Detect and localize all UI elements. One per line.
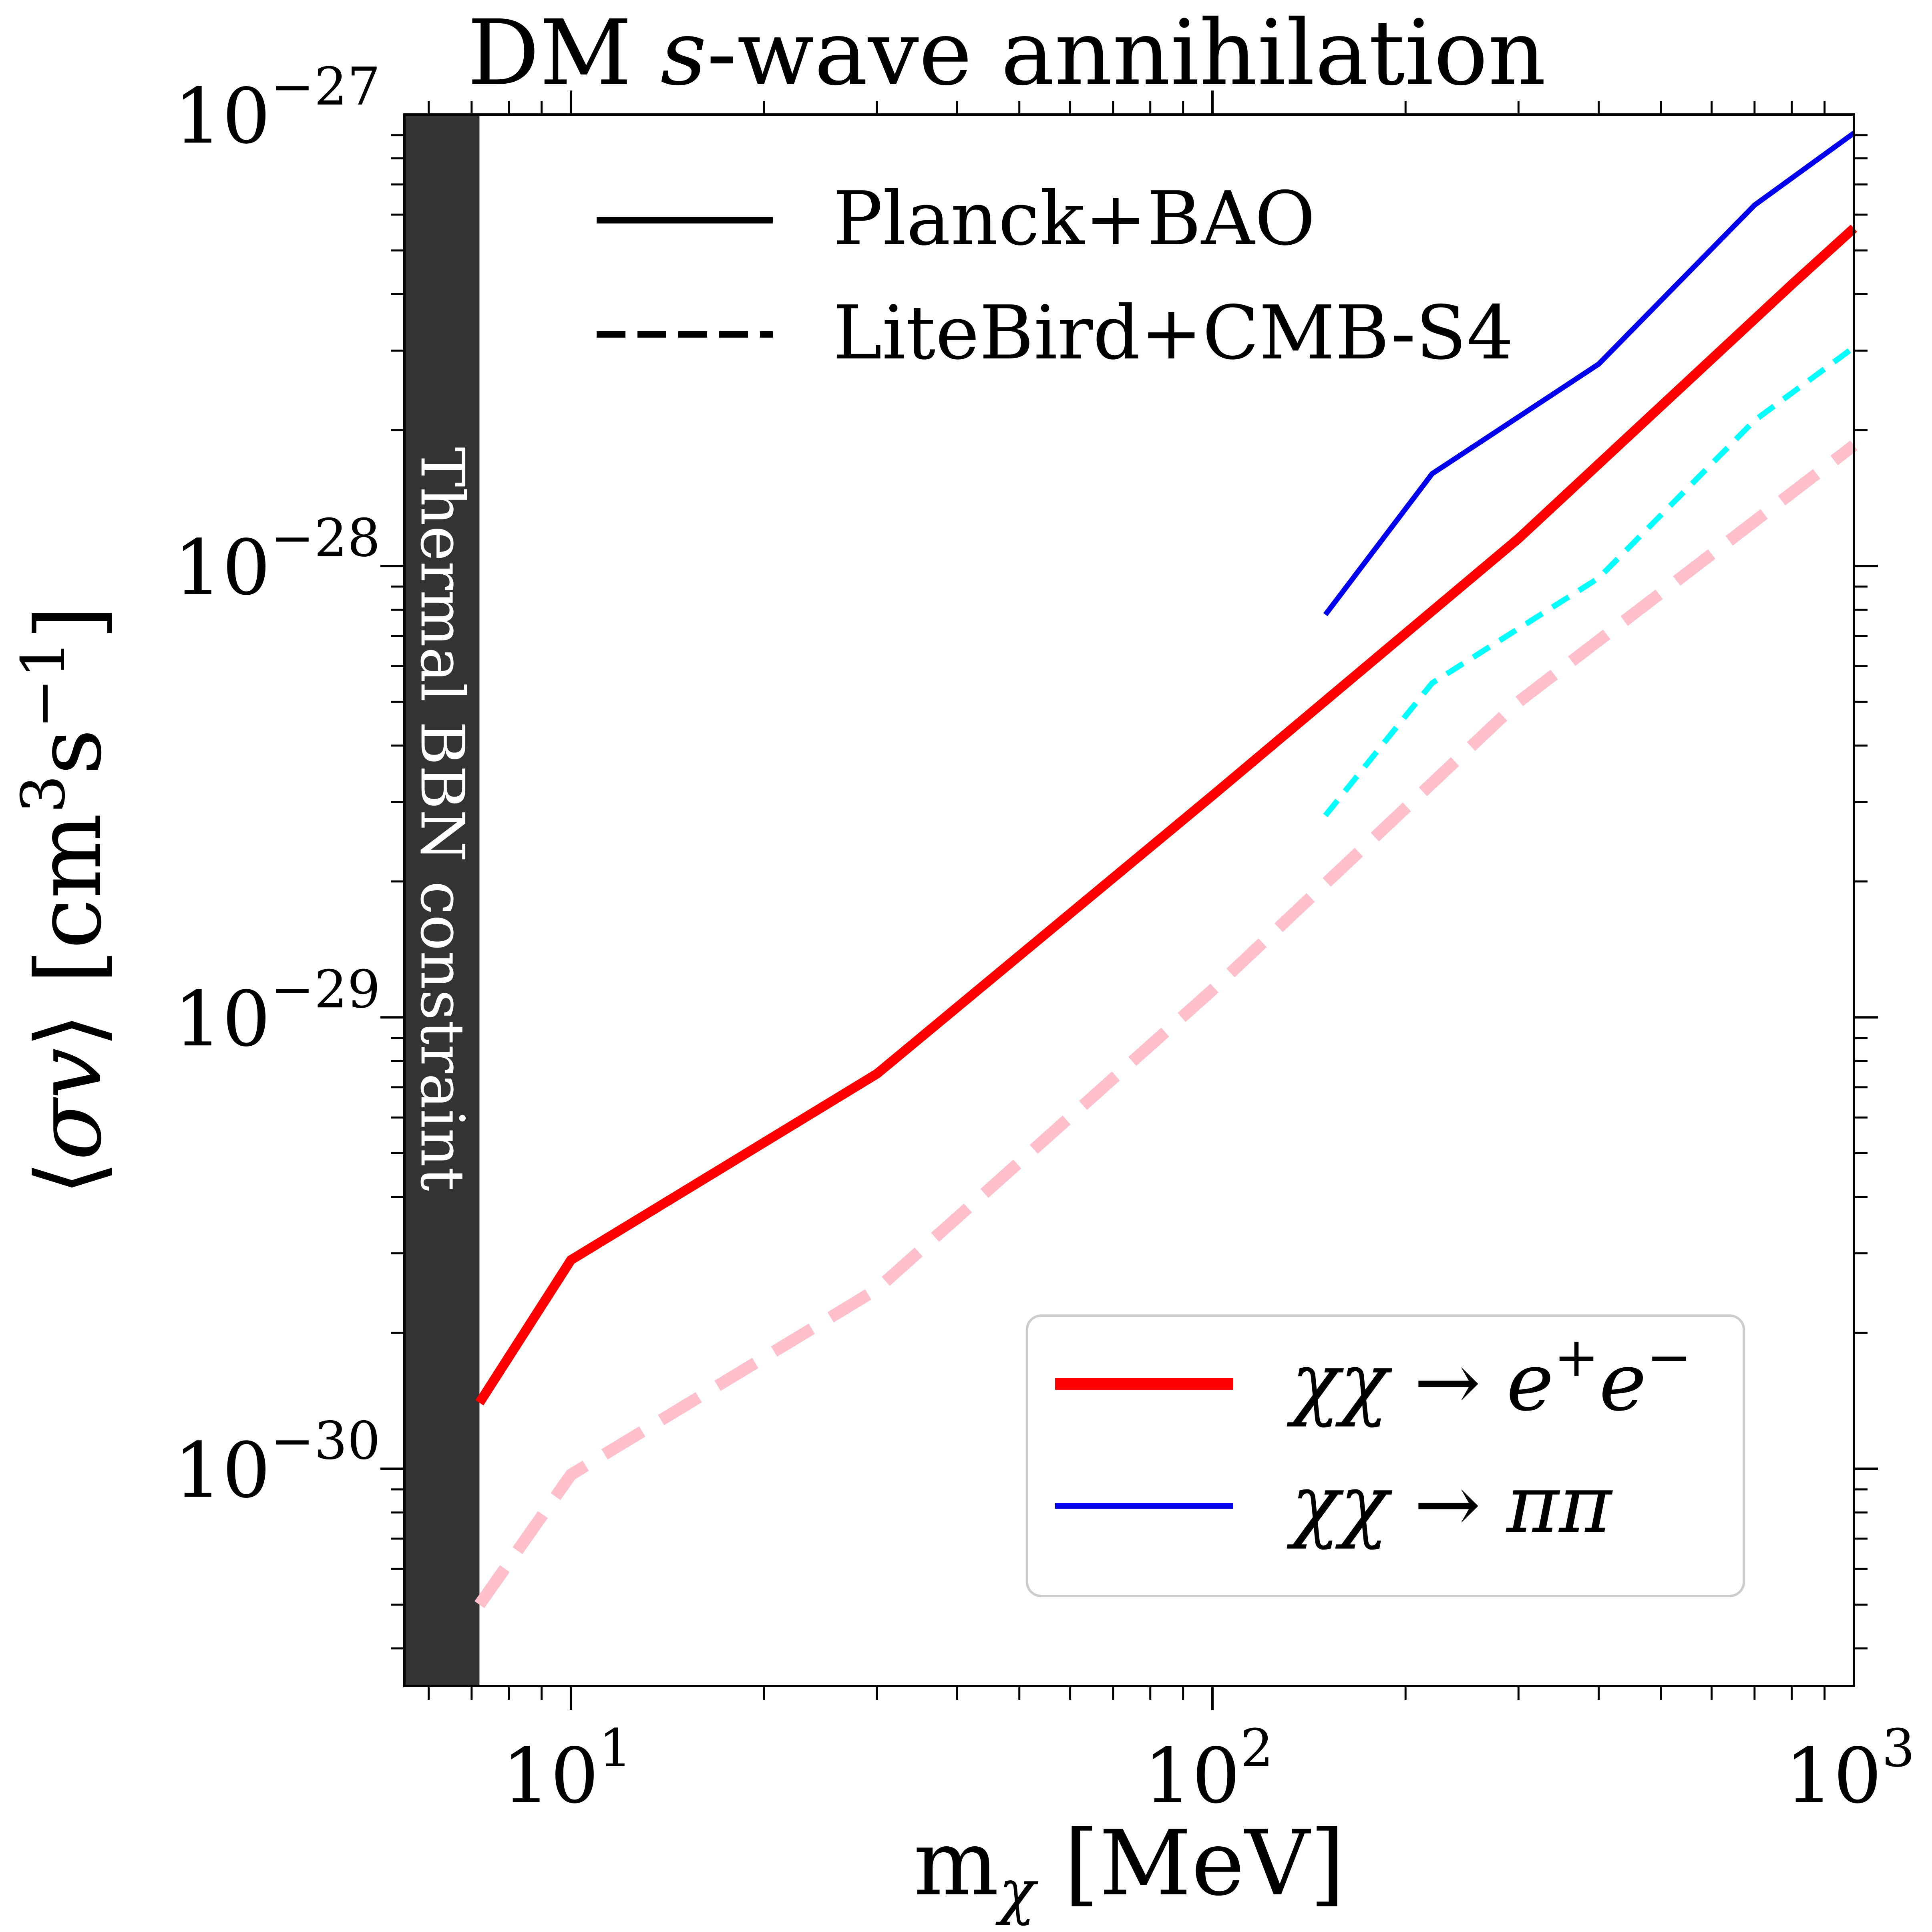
x-tick-exp: 3 (1882, 1718, 1915, 1779)
legend-ee-minus: − (1647, 1326, 1692, 1389)
title-part-3: -wave annihilation (707, 1, 1546, 106)
legend-litebird-label: LiteBird+CMB-S4 (833, 290, 1514, 376)
y-tick-label: 10−29 (174, 959, 380, 1063)
legend-ee-label: χχ → e+e− (1287, 1326, 1692, 1429)
series-ee-planck (475, 224, 1858, 1406)
y-axis-label-exp-1: −1 (9, 640, 78, 729)
y-tick-base: 10 (174, 1426, 271, 1515)
y-axis-label-sigma-v: σv (17, 1048, 122, 1161)
series-pipi-planck (1323, 131, 1856, 616)
y-axis-label-close: ] (17, 605, 122, 640)
legend-pipi-label: χχ → ππ (1287, 1458, 1613, 1551)
bbn-excluded-region (404, 115, 480, 1686)
y-axis-label-exp3: 3 (9, 775, 78, 813)
y-tick-exp: −30 (271, 1410, 380, 1471)
y-tick-base: 10 (174, 975, 271, 1063)
legend-planck-label: Planck+BAO (833, 175, 1315, 262)
x-tick-base: 10 (502, 1732, 599, 1820)
x-axis-label: mχ [MeV] (913, 1811, 1345, 1927)
y-tick-label: 10−28 (174, 507, 380, 612)
y-tick-exp: −27 (271, 56, 380, 117)
y-tick-base: 10 (174, 72, 271, 161)
legend-ee-chi: χχ → (1287, 1336, 1506, 1429)
x-tick-label: 101 (502, 1718, 632, 1820)
y-axis-label-cm: ⟩ [cm (17, 813, 122, 1048)
x-tick-base: 10 (1785, 1732, 1882, 1820)
y-tick-exp: −29 (271, 959, 380, 1020)
y-tick-base: 10 (174, 523, 271, 612)
x-tick-exp: 2 (1240, 1718, 1274, 1779)
bbn-region-label: Thermal BBN constraint (407, 447, 477, 1191)
y-tick-exp: −28 (271, 507, 380, 568)
y-axis-label: ⟨σv⟩ [cm3s−1] (9, 605, 122, 1196)
x-axis-label-m: m (913, 1811, 999, 1916)
y-axis-label-open: ⟨ (17, 1161, 122, 1196)
legend-ee-e1: e (1506, 1336, 1554, 1429)
legend-ee-plus: + (1554, 1326, 1599, 1389)
legend-ee-e2: e (1599, 1336, 1647, 1429)
y-tick-label: 10−27 (174, 56, 380, 161)
x-tick-label: 103 (1785, 1718, 1915, 1820)
x-axis-label-unit: [MeV] (1035, 1811, 1345, 1916)
x-axis-label-chi: χ (995, 1857, 1039, 1927)
channel-legend: χχ → e+e− χχ → ππ (1026, 1314, 1745, 1597)
title-part-1: DM (467, 1, 660, 106)
series-pipi-litebird (1323, 345, 1856, 817)
title-part-s: s (660, 1, 706, 106)
x-tick-exp: 1 (599, 1718, 632, 1779)
x-tick-label: 102 (1144, 1718, 1274, 1820)
axes-frame (403, 113, 1855, 1687)
style-legend: Planck+BAO LiteBird+CMB-S4 (597, 175, 1514, 376)
y-axis-label-s: s (17, 729, 122, 775)
x-tick-base: 10 (1144, 1732, 1240, 1820)
series-ee-litebird (474, 441, 1858, 1608)
series-layer (474, 131, 1858, 1608)
chart-title: DM s-wave annihilation (467, 1, 1546, 106)
y-tick-label: 10−30 (174, 1410, 380, 1515)
